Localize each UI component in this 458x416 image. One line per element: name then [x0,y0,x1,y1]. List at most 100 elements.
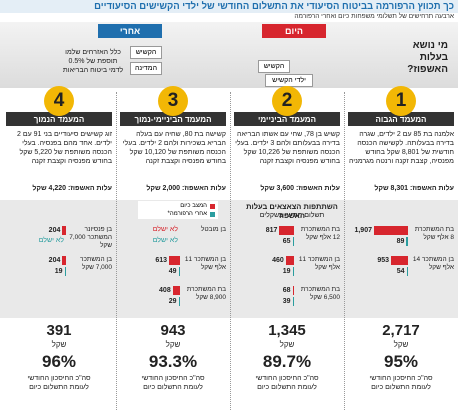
bar-today [62,226,66,235]
total: 2,717 [382,322,420,339]
item-label: בת המשתכרת 12 אלף שקל [300,226,340,241]
bar-after [292,297,294,306]
bar-today [391,256,408,265]
legend-item: אחרי הרפורמה* [141,210,215,218]
value-label: 953 [377,257,389,264]
item-label: בן המשתכר 14 אלף שקל [412,256,454,271]
payer-box: הקשיש [258,60,290,73]
payer-box: הקשיש [130,46,162,59]
item-label: בן המשתכר 11 אלף שקל [184,256,226,271]
divider [230,92,231,410]
unit: שקל [393,340,409,349]
bar-after [178,267,180,276]
value-label: 408 [159,287,171,294]
value-label: 204 [48,257,61,264]
value-label: 29 [168,298,177,305]
value-label: 1,907 [354,227,372,234]
legend-item: המצב כיום [141,202,215,210]
number-badge: 1 [386,86,416,116]
bar-today [279,226,294,235]
caption: סה"כ החיסכון החודשי לעומת התשלום כיום [255,375,319,391]
payer-box: המדינה [130,62,162,75]
subtitle: ארבעה תרחישים של תשלומי משפחות כיום ואחר… [294,13,454,20]
description: אלמנה בת 85 עם 2 ילדים, שגרה בדירה בבעלו… [349,131,454,165]
number-badge: 4 [44,86,74,116]
bar-after [64,267,66,276]
value-label: 65 [282,238,291,245]
comparison-panel [0,22,458,88]
bar-after [178,297,180,306]
value-label: 39 [282,298,291,305]
title: כך תכווץ הרפורמה בביטוח הסיעודי את התשלו… [94,1,454,12]
bar-today [169,256,180,265]
bar-today [292,286,294,295]
description: קשישה בת 80, שחיה עם בעלה הבריא בשכירות … [122,131,226,165]
total: 943 [160,322,186,339]
caption: סה"כ החיסכון החודשי לעומת התשלום כיום [141,375,205,391]
cost: עלות האשפוז: 3,600 שקל [260,185,340,192]
legend-label: אחרי הרפורמה* [167,211,207,217]
percent: 96% [41,352,77,371]
item-label: בן פנסיונר המשתכר 7,000 שקל [69,226,112,249]
class-header: המעמד הנמוך [6,112,112,126]
legend-label: המצב כיום [180,203,207,209]
total: 391 [46,322,72,339]
cost: עלות האשפוז: 4,220 שקל [32,185,112,192]
value-label: 19 [282,268,291,275]
value-label: 613 [155,257,168,264]
bar-today [374,226,408,235]
question: מי נושא בעלות האשפוז? [407,40,448,75]
bar-after [292,237,294,246]
value-label: 68 [282,287,291,294]
cost: עלות האשפוז: 8,301 שקל [374,185,454,192]
bar-today [62,256,66,265]
percent: 93.3% [148,352,198,371]
item-label: בת המשתכרת 8,900 שקל [186,286,226,301]
value-label: לא ישלם [38,237,64,244]
chart-subtitle: תשלום חודשי בשקלים [259,212,325,219]
unit: שקל [279,340,295,349]
legend-swatch [210,203,215,209]
value-label: 19 [54,268,63,275]
value-label: 49 [168,268,177,275]
cost: עלות האשפוז: 2,000 שקל [146,185,226,192]
chart-title: השתתפות הצאצאים בעלות האשפוז [246,202,338,220]
item-label: בת המשתכרת 8 אלף שקל [414,226,454,241]
divider [116,92,117,410]
value-label: לא ישלם [152,226,178,233]
today-label: היום [262,24,326,38]
description: קשיש בן 78, שחי עם אשתו הבריאה בדירה בבע… [235,131,340,165]
divider [344,92,345,410]
number-badge: 3 [158,86,188,116]
caption: סה"כ החיסכון החודשי לעומת התשלום כיום [27,375,91,391]
item-label: בן מובטל [200,226,226,233]
class-header: המעמד הביניימי [234,112,340,126]
bar-after [406,267,408,276]
description: זוג קשישים סיעודיים בני 91 עם 2 ילדים. א… [17,131,112,165]
value-label: 460 [272,257,284,264]
value-label: 817 [265,227,278,234]
after-note: כלל האזרחים שלמו תוספת של 0.5% לדמי ביטו… [62,49,124,74]
after-label: אחרי [98,24,162,38]
item-label: בת המשתכרת 6,500 שקל [300,286,340,301]
title-bar [0,0,458,13]
percent: 95% [383,352,419,371]
unit: שקל [51,340,67,349]
bar-after [292,267,294,276]
total: 1,345 [268,322,306,339]
chart-panel [0,200,458,318]
payer-box: ילדי הקשיש [265,74,313,87]
percent: 89.7% [262,352,312,371]
value-label: 89 [396,238,405,245]
bar-today [172,286,180,295]
bar-today [285,256,294,265]
value-label: 204 [48,227,61,234]
item-label: בן המשתכר 11 אלף שקל [298,256,340,271]
item-label: בן המשתכר 7,000 שקל [79,256,112,271]
bar-after [406,237,408,246]
class-header: המעמד הביניימי-נמוך [120,112,226,126]
value-label: 54 [396,268,405,275]
value-label: לא ישלם [152,237,178,244]
unit: שקל [165,340,181,349]
